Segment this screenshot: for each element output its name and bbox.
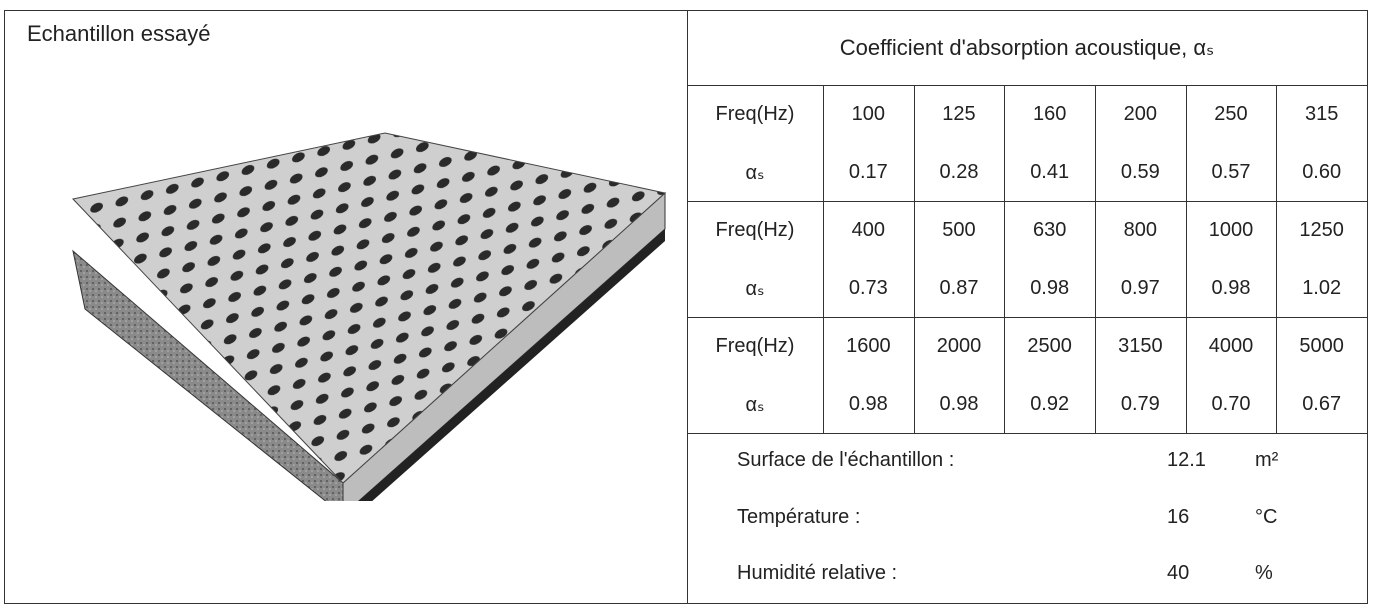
table-title: Coefficient d'absorption acoustique, αₛ [687, 11, 1367, 86]
frequency: 800 [1095, 201, 1186, 259]
frequency: 2000 [914, 317, 1005, 375]
alpha-value: 0.97 [1095, 259, 1186, 317]
frequency: 1600 [823, 317, 914, 375]
frequency: 160 [1004, 85, 1095, 143]
column-divider [1186, 85, 1187, 433]
condition-label: Surface de l'échantillon : [737, 449, 954, 472]
sample-photo [25, 71, 675, 501]
row-label: αₛ [687, 375, 823, 433]
frequency: 125 [914, 85, 1005, 143]
alpha-value: 0.28 [914, 143, 1005, 201]
frequency: 3150 [1095, 317, 1186, 375]
frequency: 200 [1095, 85, 1186, 143]
condition-value: 12.1 [1167, 449, 1206, 472]
condition-unit: m² [1255, 449, 1278, 472]
alpha-value: 0.98 [914, 375, 1005, 433]
alpha-value: 0.73 [823, 259, 914, 317]
frequency: 5000 [1276, 317, 1367, 375]
frequency: 250 [1186, 85, 1277, 143]
row-label: Freq(Hz) [687, 317, 823, 375]
alpha-value: 0.41 [1004, 143, 1095, 201]
alpha-value: 0.57 [1186, 143, 1277, 201]
column-divider [1095, 85, 1096, 433]
condition-label: Humidité relative : [737, 562, 897, 585]
results-panel: Coefficient d'absorption acoustique, αₛ … [687, 11, 1367, 603]
frequency: 500 [914, 201, 1005, 259]
row-divider [687, 433, 1367, 434]
frequency: 1250 [1276, 201, 1367, 259]
alpha-value: 0.79 [1095, 375, 1186, 433]
frequency: 100 [823, 85, 914, 143]
alpha-value: 0.70 [1186, 375, 1277, 433]
row-label: Freq(Hz) [687, 201, 823, 259]
alpha-value: 0.98 [1186, 259, 1277, 317]
sample-panel: Echantillon essayé [5, 11, 688, 603]
row-label: Freq(Hz) [687, 85, 823, 143]
column-divider [1004, 85, 1005, 433]
column-divider [1276, 85, 1277, 433]
page-frame: Echantillon essayé Coefficient d'absorpt… [4, 10, 1368, 604]
alpha-value: 0.60 [1276, 143, 1367, 201]
frequency: 630 [1004, 201, 1095, 259]
row-label: αₛ [687, 143, 823, 201]
frequency: 1000 [1186, 201, 1277, 259]
frequency: 400 [823, 201, 914, 259]
alpha-value: 0.98 [823, 375, 914, 433]
frequency: 315 [1276, 85, 1367, 143]
condition-unit: % [1255, 562, 1273, 585]
column-divider [823, 85, 824, 433]
condition-label: Température : [737, 506, 860, 529]
row-label: αₛ [687, 259, 823, 317]
frequency: 2500 [1004, 317, 1095, 375]
alpha-value: 0.98 [1004, 259, 1095, 317]
alpha-value: 0.17 [823, 143, 914, 201]
alpha-value: 0.59 [1095, 143, 1186, 201]
alpha-value: 0.92 [1004, 375, 1095, 433]
column-divider [914, 85, 915, 433]
alpha-value: 0.67 [1276, 375, 1367, 433]
frequency: 4000 [1186, 317, 1277, 375]
alpha-value: 1.02 [1276, 259, 1367, 317]
alpha-value: 0.87 [914, 259, 1005, 317]
condition-value: 40 [1167, 562, 1189, 585]
condition-value: 16 [1167, 506, 1189, 529]
sample-title: Echantillon essayé [27, 21, 210, 47]
condition-unit: °C [1255, 506, 1277, 529]
